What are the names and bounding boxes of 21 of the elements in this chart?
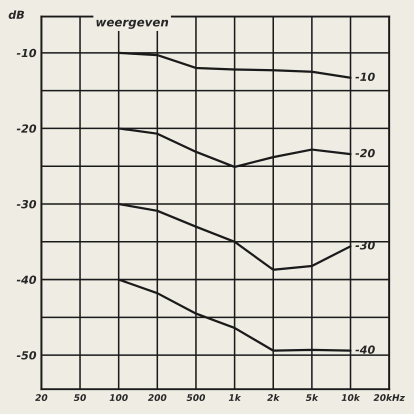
y-axis-title: dB <box>8 10 24 19</box>
x-tick-label: 2k <box>267 394 280 401</box>
y-tick-label: -10 <box>16 48 36 58</box>
x-tick-label: 5k <box>306 394 318 402</box>
series-label: -30 <box>355 241 375 250</box>
x-tick-label: 20kHz <box>374 394 405 402</box>
x-tick-label: 10k <box>342 394 360 402</box>
series-label: -10 <box>355 72 375 81</box>
y-tick-label: -20 <box>16 124 36 133</box>
y-tick-label: -30 <box>16 200 36 208</box>
x-tick-label: 50 <box>74 394 86 402</box>
y-tick-label: -40 <box>16 276 36 284</box>
x-tick-label: 20 <box>35 394 48 402</box>
series-label: -20 <box>355 148 375 158</box>
x-tick-label: 200 <box>148 394 166 402</box>
x-tick-label: 500 <box>186 394 206 402</box>
series-label: -40 <box>355 345 375 354</box>
chart-title: weergeven <box>96 20 168 29</box>
x-tick-label: 1k <box>228 394 242 401</box>
y-tick-label: -50 <box>16 351 36 360</box>
x-tick-label: 100 <box>110 394 128 402</box>
